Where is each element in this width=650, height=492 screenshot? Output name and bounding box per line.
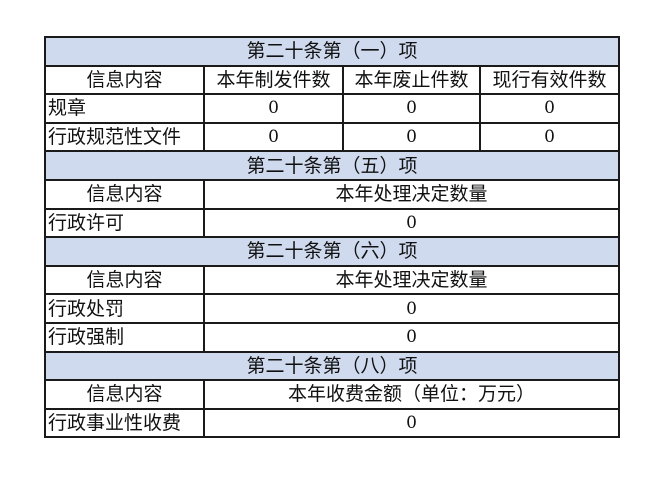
column-header: 信息内容 (44, 379, 205, 410)
column-header: 信息内容 (44, 264, 205, 296)
disclosure-table: 第二十条第（一）项 信息内容 本年制发件数 本年废止件数 现行有效件数 规章 0… (43, 36, 621, 439)
row-label: 行政处罚 (44, 293, 205, 324)
section-header-5: 第二十条第（五）项 (43, 150, 621, 181)
cell-value: 0 (202, 321, 621, 353)
cell-value: 0 (202, 407, 621, 439)
table-row: 规章 0 0 0 (44, 93, 621, 124)
table-row: 行政许可 0 (44, 207, 621, 239)
table-row: 行政事业性收费 0 (44, 407, 621, 439)
column-header: 本年处理决定数量 (202, 264, 621, 296)
table-row: 行政强制 0 (44, 321, 621, 353)
cell-value: 0 (203, 93, 344, 124)
section-header-8: 第二十条第（八）项 (43, 350, 621, 382)
row-label: 规章 (44, 93, 205, 124)
table-row: 行政规范性文件 0 0 0 (44, 121, 621, 153)
cell-value: 0 (342, 121, 481, 153)
table-row: 行政处罚 0 (44, 293, 621, 324)
row-label: 行政强制 (44, 321, 205, 353)
row-label: 行政许可 (44, 207, 205, 239)
section-title: 第二十条第（五）项 (43, 150, 621, 181)
column-header-row: 信息内容 本年收费金额（单位：万元） (44, 379, 621, 410)
row-label: 行政事业性收费 (44, 407, 205, 439)
cell-value: 0 (202, 207, 621, 239)
column-header: 本年制发件数 (203, 64, 344, 96)
cell-value: 0 (202, 293, 621, 324)
column-header-row: 信息内容 本年制发件数 本年废止件数 现行有效件数 (44, 64, 621, 96)
column-header: 本年废止件数 (342, 64, 481, 96)
section-header-6: 第二十条第（六）项 (43, 236, 621, 267)
cell-value: 0 (478, 121, 621, 153)
section-title: 第二十条第（六）项 (43, 236, 621, 267)
column-header: 信息内容 (44, 178, 205, 210)
cell-value: 0 (342, 93, 481, 124)
column-header-row: 信息内容 本年处理决定数量 (44, 264, 621, 296)
section-title: 第二十条第（八）项 (43, 350, 621, 382)
row-label: 行政规范性文件 (44, 121, 205, 153)
cell-value: 0 (478, 93, 621, 124)
section-title: 第二十条第（一）项 (43, 36, 621, 67)
section-header-1: 第二十条第（一）项 (43, 36, 621, 67)
column-header: 现行有效件数 (478, 64, 621, 96)
column-header: 信息内容 (44, 64, 205, 96)
column-header: 本年处理决定数量 (202, 178, 621, 210)
cell-value: 0 (203, 121, 344, 153)
column-header-row: 信息内容 本年处理决定数量 (44, 178, 621, 210)
column-header: 本年收费金额（单位：万元） (202, 379, 621, 410)
